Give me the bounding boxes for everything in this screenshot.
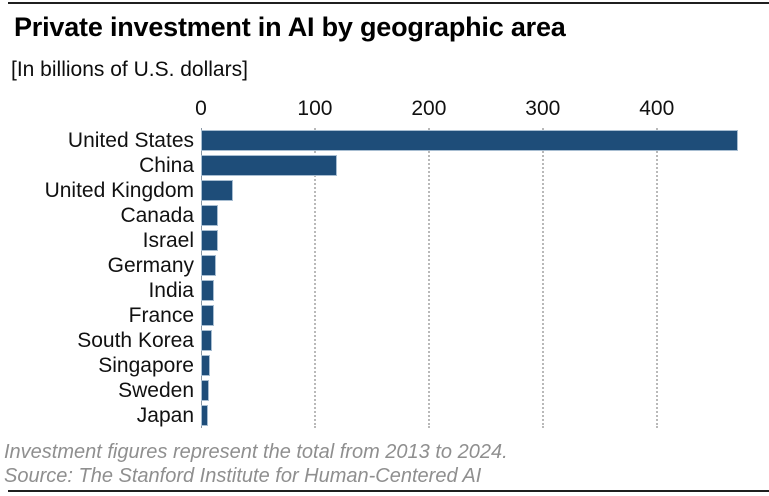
bar-india (201, 280, 214, 301)
bar-canada (201, 205, 219, 226)
gridline (541, 128, 544, 428)
zero-axis-line (201, 128, 202, 428)
category-label: Japan (136, 404, 194, 427)
footer-note: Investment figures represent the total f… (4, 441, 508, 463)
gridline (655, 128, 658, 428)
x-axis-ticks: 0 100 200 300 400 (0, 97, 769, 123)
x-tick-label: 0 (195, 97, 207, 120)
bar-united-kingdom (201, 180, 234, 201)
category-label: India (148, 279, 194, 302)
bar-row (201, 403, 757, 428)
bar-row (201, 178, 757, 203)
category-label: South Korea (77, 329, 194, 352)
plot-area (201, 128, 757, 428)
x-tick-label: 400 (639, 97, 675, 120)
category-label: Sweden (118, 379, 194, 402)
bar-singapore (201, 355, 210, 376)
bar-row (201, 353, 757, 378)
bar-row (201, 328, 757, 353)
category-label: Canada (120, 204, 194, 227)
footer-source: Source: The Stanford Institute for Human… (4, 465, 482, 487)
bar-japan (201, 405, 208, 426)
category-label: Singapore (98, 354, 194, 377)
x-tick-label: 300 (525, 97, 561, 120)
bar-row (201, 153, 757, 178)
bottom-rule (8, 490, 769, 492)
top-rule (8, 2, 769, 4)
bar-row (201, 203, 757, 228)
bar-row (201, 303, 757, 328)
bar-row (201, 253, 757, 278)
chart-subtitle: [In billions of U.S. dollars] (11, 58, 248, 81)
bar-row (201, 128, 757, 153)
category-label: China (139, 154, 194, 177)
category-label: France (128, 304, 194, 327)
gridline (313, 128, 316, 428)
bar-israel (201, 230, 219, 251)
bar-row (201, 228, 757, 253)
category-labels: United States China United Kingdom Canada Is… (0, 128, 194, 428)
bar-france (201, 305, 214, 326)
bar-row (201, 278, 757, 303)
bar-china (201, 155, 337, 176)
chart-title: Private investment in AI by geographic a… (14, 12, 566, 42)
gridline (427, 128, 430, 428)
footer: Investment figures represent the total f… (4, 440, 508, 488)
bar-sweden (201, 380, 210, 401)
category-label: United States (67, 129, 194, 152)
x-tick-label: 200 (411, 97, 447, 120)
bar-row (201, 378, 757, 403)
bar-united-states (201, 130, 738, 151)
category-label: United Kingdom (44, 179, 194, 202)
category-label: Israel (142, 229, 194, 252)
category-label: Germany (107, 254, 194, 277)
bar-germany (201, 255, 216, 276)
bar-south-korea (201, 330, 213, 351)
x-tick-label: 100 (297, 97, 333, 120)
